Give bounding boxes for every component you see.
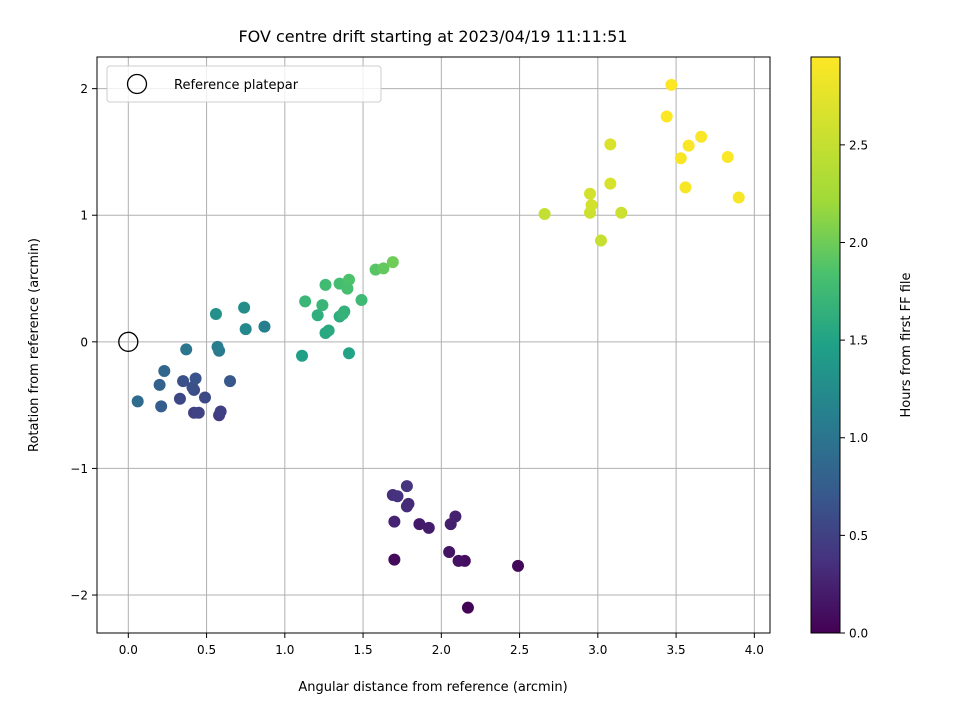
data-point [214,405,227,418]
colorbar-tick-label: 1.0 [849,431,868,445]
y-axis-label: Rotation from reference (arcmin) [27,238,42,452]
x-axis-label: Angular distance from reference (arcmin) [298,680,567,695]
data-point [400,480,413,493]
data-point [322,324,335,337]
data-point [355,294,368,307]
x-tick-label: 0.0 [119,643,138,657]
data-point [342,347,355,360]
data-point [341,282,354,295]
y-axis-ticks: −2 −1 0 1 2 [70,82,97,603]
data-point [192,406,205,419]
y-tick-label: −2 [70,589,88,603]
data-point [732,191,745,204]
legend-reference-marker [126,73,148,95]
data-point [155,400,168,413]
data-point [238,301,251,314]
data-point [258,320,271,333]
x-tick-label: 3.0 [588,643,607,657]
data-point [377,262,390,275]
colorbar-ticks: 0.0 0.5 1.0 1.5 2.0 2.5 [840,138,868,641]
data-point [391,490,404,503]
data-point [594,234,607,247]
data-point [319,278,332,291]
data-point [422,521,435,534]
data-point [299,295,312,308]
colorbar-tick-label: 2.0 [849,236,868,250]
data-point [604,177,617,190]
x-axis-ticks: 0.0 0.5 1.0 1.5 2.0 2.5 3.0 3.5 4.0 [119,633,764,657]
data-point [413,518,426,531]
data-point [388,553,401,566]
data-point [449,510,462,523]
y-tick-label: 1 [80,209,88,223]
legend-label-reference: Reference platepar [174,78,299,93]
reference-platepar-marker [118,331,139,352]
plot-frame [96,56,771,634]
data-point [224,375,237,388]
data-point [336,307,349,320]
data-point [342,273,355,286]
data-point [665,78,678,91]
chart-title: FOV centre drift starting at 2023/04/19 … [238,27,627,46]
data-point [177,375,190,388]
data-point [386,256,399,269]
colorbar-tick-label: 1.5 [849,334,868,348]
data-point [512,559,525,572]
data-point [721,151,734,164]
y-tick-label: 2 [80,82,88,96]
data-point [682,139,695,152]
data-point [153,378,166,391]
data-point [388,515,401,528]
data-point [189,372,202,385]
data-point [604,138,617,151]
data-point [615,206,628,219]
data-point [296,349,309,362]
y-tick-label: −1 [70,462,88,476]
legend-box [106,65,382,103]
colorbar-tick-label: 2.5 [849,138,868,152]
data-point [585,199,598,212]
x-tick-label: 2.5 [510,643,529,657]
x-tick-label: 3.5 [667,643,686,657]
colorbar-gradient [810,56,841,634]
colorbar-tick-label: 0.5 [849,529,868,543]
colorbar: 0.0 0.5 1.0 1.5 2.0 2.5 Hours from first FF f… [810,56,914,641]
data-point [131,395,144,408]
grid-lines [97,57,770,633]
data-point [209,307,222,320]
data-point [173,392,186,405]
colorbar-label: Hours from first FF file [899,272,914,417]
data-point [452,554,465,567]
data-point [158,364,171,377]
data-point [695,130,708,143]
x-tick-label: 4.0 [745,643,764,657]
data-point [660,110,673,123]
data-point [461,601,474,614]
x-tick-label: 1.5 [354,643,373,657]
data-point [538,207,551,220]
legend: Reference platepar [106,65,382,103]
x-tick-label: 0.5 [197,643,216,657]
data-point [239,323,252,336]
data-point [311,309,324,322]
data-point [198,391,211,404]
data-point [180,343,193,356]
data-point [443,545,456,558]
data-point [679,181,692,194]
x-tick-label: 2.0 [432,643,451,657]
x-tick-label: 1.0 [275,643,294,657]
data-point [211,340,224,353]
colorbar-tick-label: 0.0 [849,627,868,641]
data-point [674,152,687,165]
data-point [400,500,413,513]
data-point [316,299,329,312]
scatter-points [131,78,745,614]
data-point [584,187,597,200]
y-tick-label: 0 [80,335,88,349]
